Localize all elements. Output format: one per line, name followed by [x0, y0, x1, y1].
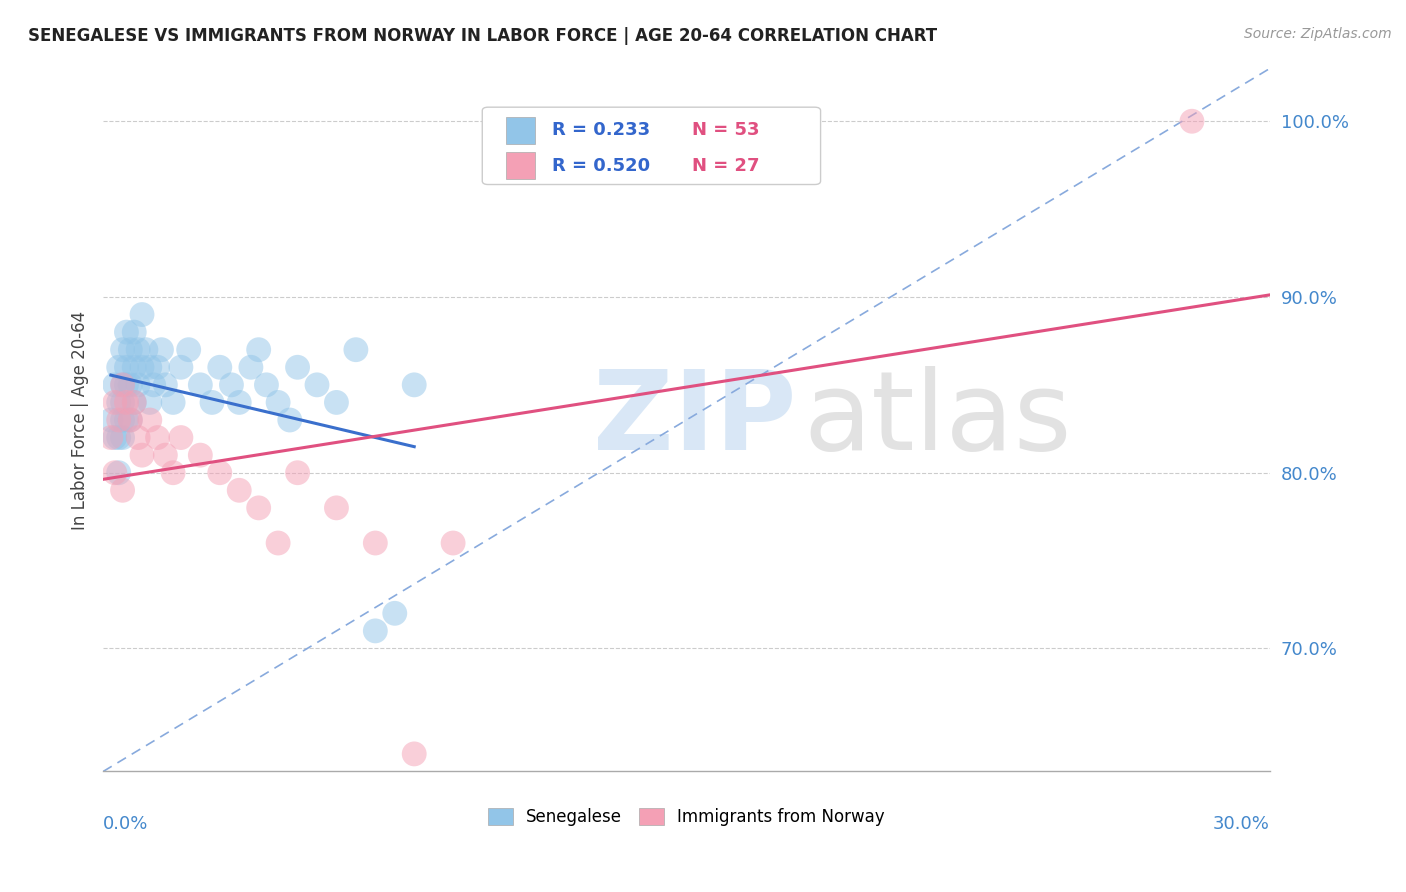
- Point: [228, 395, 250, 409]
- Point: [325, 395, 347, 409]
- Point: [122, 395, 145, 409]
- Point: [135, 343, 157, 357]
- Text: N = 53: N = 53: [692, 121, 759, 139]
- Point: [111, 395, 134, 409]
- Point: [305, 377, 328, 392]
- Point: [104, 466, 127, 480]
- Point: [201, 395, 224, 409]
- Point: [208, 466, 231, 480]
- Point: [364, 536, 387, 550]
- Point: [111, 413, 134, 427]
- Point: [170, 431, 193, 445]
- Point: [104, 377, 127, 392]
- Point: [247, 500, 270, 515]
- Text: atlas: atlas: [803, 367, 1071, 474]
- Text: R = 0.233: R = 0.233: [553, 121, 651, 139]
- Point: [122, 395, 145, 409]
- Point: [188, 377, 211, 392]
- Point: [100, 413, 122, 427]
- Point: [177, 343, 200, 357]
- Point: [146, 431, 169, 445]
- Text: N = 27: N = 27: [692, 156, 759, 175]
- Text: SENEGALESE VS IMMIGRANTS FROM NORWAY IN LABOR FORCE | AGE 20-64 CORRELATION CHAR: SENEGALESE VS IMMIGRANTS FROM NORWAY IN …: [28, 27, 938, 45]
- Point: [139, 360, 162, 375]
- Point: [104, 431, 127, 445]
- Point: [127, 377, 149, 392]
- Point: [267, 536, 290, 550]
- Point: [122, 325, 145, 339]
- Point: [239, 360, 262, 375]
- Text: ZIP: ZIP: [593, 367, 796, 474]
- Point: [384, 607, 406, 621]
- Point: [107, 395, 129, 409]
- Point: [111, 431, 134, 445]
- Point: [162, 466, 184, 480]
- Point: [107, 413, 129, 427]
- Point: [228, 483, 250, 498]
- Point: [267, 395, 290, 409]
- Point: [107, 466, 129, 480]
- Point: [139, 395, 162, 409]
- Legend: Senegalese, Immigrants from Norway: Senegalese, Immigrants from Norway: [488, 808, 884, 826]
- Point: [107, 360, 129, 375]
- Text: R = 0.520: R = 0.520: [553, 156, 651, 175]
- Point: [142, 377, 165, 392]
- Point: [127, 343, 149, 357]
- Text: 30.0%: 30.0%: [1213, 815, 1270, 833]
- Point: [111, 343, 134, 357]
- Point: [111, 377, 134, 392]
- Y-axis label: In Labor Force | Age 20-64: In Labor Force | Age 20-64: [72, 310, 89, 530]
- Point: [256, 377, 278, 392]
- Point: [100, 431, 122, 445]
- Point: [122, 360, 145, 375]
- Point: [278, 413, 301, 427]
- Point: [111, 377, 134, 392]
- Point: [1181, 114, 1204, 128]
- Point: [107, 431, 129, 445]
- Point: [325, 500, 347, 515]
- Bar: [506, 153, 534, 179]
- Point: [111, 483, 134, 498]
- Point: [150, 343, 173, 357]
- Point: [131, 360, 153, 375]
- Point: [120, 343, 142, 357]
- Point: [441, 536, 464, 550]
- Point: [115, 377, 138, 392]
- Point: [131, 308, 153, 322]
- Point: [120, 377, 142, 392]
- Point: [127, 431, 149, 445]
- Point: [404, 377, 426, 392]
- Point: [155, 448, 177, 462]
- Point: [162, 395, 184, 409]
- Text: Source: ZipAtlas.com: Source: ZipAtlas.com: [1244, 27, 1392, 41]
- Point: [115, 325, 138, 339]
- Point: [146, 360, 169, 375]
- Point: [344, 343, 367, 357]
- Point: [287, 360, 309, 375]
- Point: [115, 395, 138, 409]
- Point: [208, 360, 231, 375]
- Point: [139, 413, 162, 427]
- Point: [104, 395, 127, 409]
- Point: [364, 624, 387, 638]
- FancyBboxPatch shape: [482, 107, 821, 185]
- Point: [287, 466, 309, 480]
- Point: [188, 448, 211, 462]
- Point: [131, 448, 153, 462]
- Point: [170, 360, 193, 375]
- Text: 0.0%: 0.0%: [103, 815, 149, 833]
- Point: [120, 413, 142, 427]
- Point: [120, 413, 142, 427]
- Point: [115, 413, 138, 427]
- Bar: [506, 117, 534, 144]
- Point: [115, 360, 138, 375]
- Point: [247, 343, 270, 357]
- Point: [404, 747, 426, 761]
- Point: [221, 377, 243, 392]
- Point: [155, 377, 177, 392]
